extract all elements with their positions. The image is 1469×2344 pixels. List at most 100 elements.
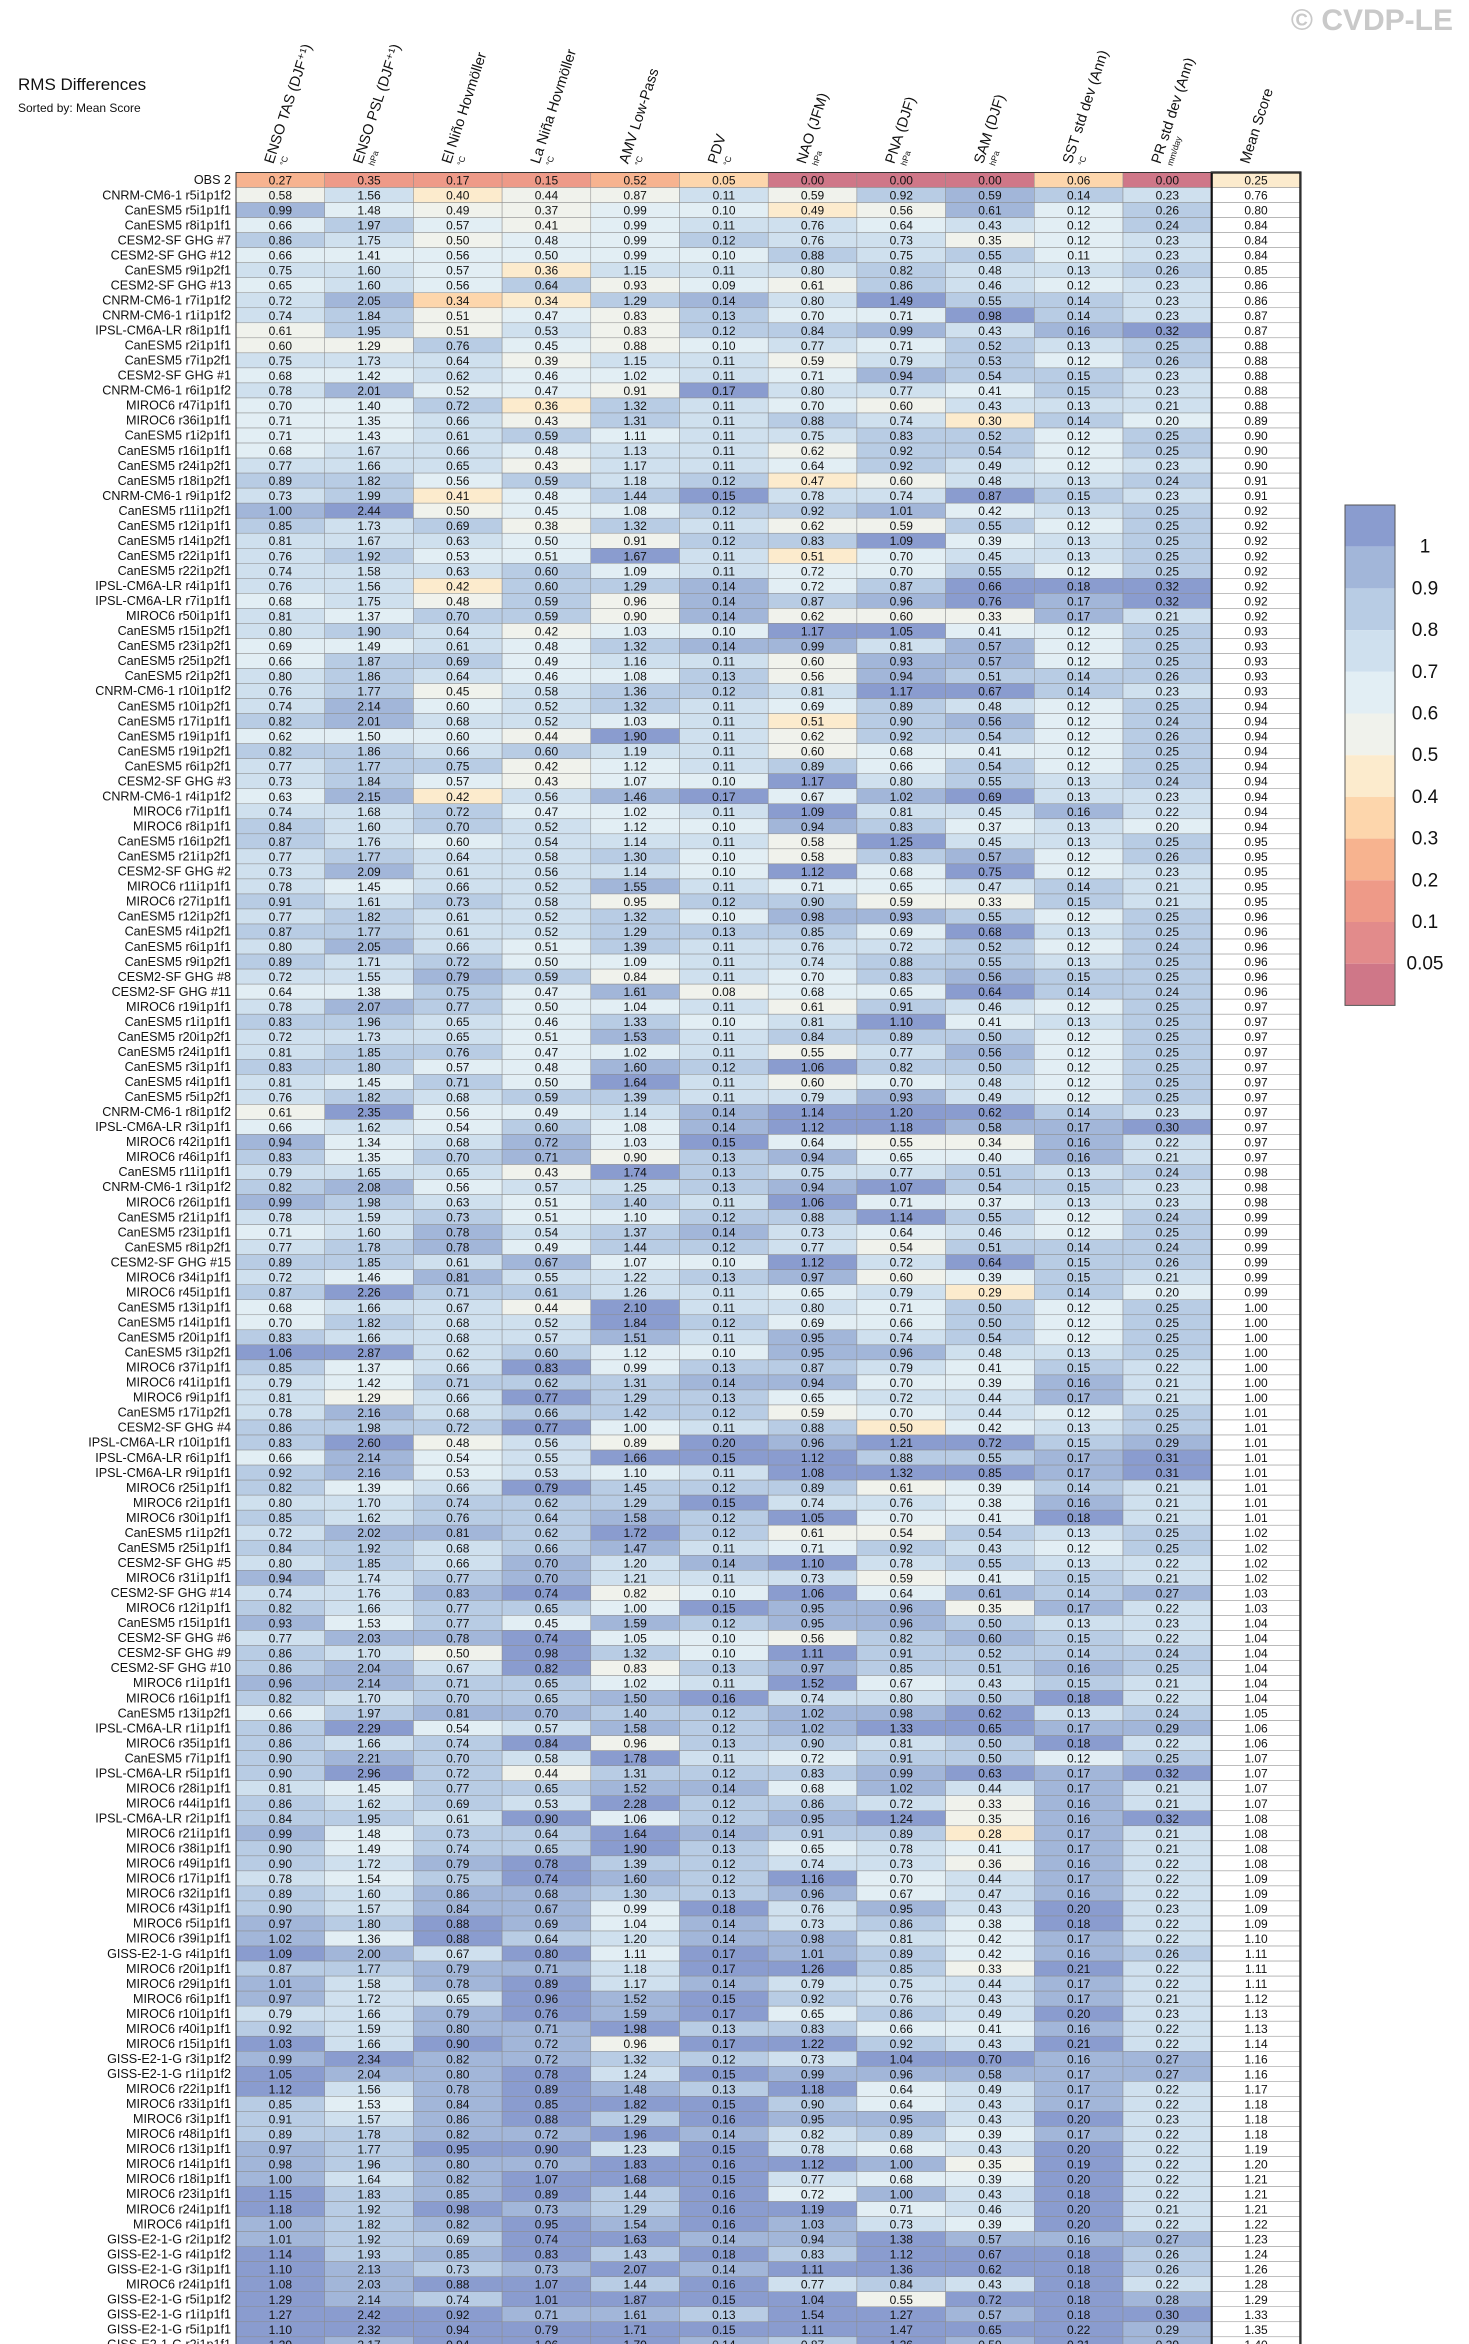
- row-label-miroc6-r33i1p1f1: MIROC6 r33i1p1f1: [126, 2097, 231, 2111]
- cell-value: 0.46: [535, 369, 559, 383]
- row-label-miroc6-r28i1p1f1: MIROC6 r28i1p1f1: [126, 1781, 231, 1795]
- cell-value: 1.06: [1244, 1722, 1268, 1736]
- cell-value: 1.09: [1244, 1917, 1268, 1931]
- cell-value: 0.71: [535, 1962, 559, 1976]
- cell-value: 0.36: [535, 399, 559, 413]
- cell-value: 1.01: [1244, 1511, 1268, 1525]
- cell-value: 0.14: [1067, 1286, 1091, 1300]
- cell-value: 0.12: [712, 1872, 736, 1886]
- cell-value: 0.22: [1156, 2082, 1180, 2096]
- row-label-miroc6-r43i1p1f1: MIROC6 r43i1p1f1: [126, 1902, 231, 1916]
- cell-value: 0.15: [1067, 1271, 1091, 1285]
- cell-value: 0.14: [1067, 294, 1091, 308]
- cell-value: 0.58: [535, 685, 559, 699]
- cell-value: 0.67: [978, 2248, 1002, 2262]
- cell-value: 1.84: [357, 775, 381, 789]
- cell-value: 1.74: [357, 1571, 381, 1585]
- cell-value: 0.13: [1067, 339, 1091, 353]
- cell-value: 0.96: [890, 2067, 914, 2081]
- cell-value: 1.17: [623, 1977, 647, 1991]
- cell-value: 0.11: [713, 1466, 736, 1480]
- cell-value: 0.12: [1067, 730, 1091, 744]
- cell-value: 1.33: [890, 1722, 914, 1736]
- cell-value: 0.84: [269, 1541, 293, 1555]
- cell-value: 0.43: [978, 2097, 1002, 2111]
- cell-value: 0.10: [712, 850, 736, 864]
- column-header-label: El Niño Hovmöller: [439, 50, 490, 165]
- cell-value: 0.70: [890, 1406, 914, 1420]
- cell-value: 1.04: [1244, 1616, 1268, 1630]
- cell-value: 0.14: [712, 1917, 736, 1931]
- cell-value: 0.80: [446, 2067, 470, 2081]
- cell-value: 1.07: [1244, 1767, 1268, 1781]
- cell-value: 0.29: [1156, 2323, 1180, 2337]
- cell-value: 0.42: [446, 790, 470, 804]
- cell-value: 0.71: [269, 414, 293, 428]
- cell-value: 0.96: [269, 1677, 293, 1691]
- cell-value: 0.72: [535, 1135, 559, 1149]
- cell-value: 0.51: [446, 309, 470, 323]
- cell-value: 0.77: [269, 459, 293, 473]
- cell-value: 0.82: [269, 715, 293, 729]
- cell-value: 0.72: [801, 1752, 825, 1766]
- cell-value: 2.17: [357, 2338, 381, 2344]
- cell-value: 1.09: [269, 1947, 293, 1961]
- cell-value: 0.13: [1067, 1616, 1091, 1630]
- cell-value: 0.16: [712, 1692, 736, 1706]
- cell-value: 0.26: [1156, 354, 1180, 368]
- cell-value: 1.54: [357, 1872, 381, 1886]
- cell-value: 0.61: [801, 1000, 825, 1014]
- cell-value: 0.55: [890, 1135, 914, 1149]
- cell-value: 1.66: [357, 1737, 381, 1751]
- cell-value: 1.15: [269, 2188, 293, 2202]
- cell-value: 0.16: [1067, 324, 1091, 338]
- cell-value: 0.23: [1156, 790, 1180, 804]
- cell-value: 0.51: [446, 324, 470, 338]
- cell-value: 0.10: [712, 1256, 736, 1270]
- cell-value: 0.81: [269, 1782, 293, 1796]
- row-label-miroc6-r2i1p1f1: MIROC6 r2i1p1f1: [133, 1496, 231, 1510]
- colorbar-tick-label: 0.7: [1412, 662, 1438, 683]
- cell-value: 0.41: [446, 489, 470, 503]
- row-label-giss-e2-1-g-r5i1p1f2: GISS-E2-1-G r5i1p1f2: [107, 2292, 231, 2306]
- cell-value: 1.86: [357, 745, 381, 759]
- cell-value: 1.04: [1244, 1692, 1268, 1706]
- cell-value: 0.73: [446, 1827, 470, 1841]
- cell-value: 0.44: [535, 1767, 559, 1781]
- cell-value: 0.88: [1244, 339, 1268, 353]
- cell-value: 0.59: [890, 895, 914, 909]
- cell-value: 1.96: [623, 2127, 647, 2141]
- cell-value: 0.20: [1067, 2112, 1091, 2126]
- cell-value: 0.22: [1156, 1631, 1180, 1645]
- cell-value: 0.38: [978, 1496, 1002, 1510]
- cell-value: 0.91: [269, 895, 293, 909]
- cell-value: 0.87: [801, 1361, 825, 1375]
- cell-value: 0.66: [446, 940, 470, 954]
- cell-value: 0.12: [712, 1316, 736, 1330]
- cell-value: 0.60: [890, 1271, 914, 1285]
- cell-value: 0.38: [535, 519, 559, 533]
- cell-value: 1.11: [624, 429, 647, 443]
- row-label-cesm2-sf-ghg-3: CESM2-SF GHG #3: [118, 774, 231, 788]
- cell-value: 0.89: [535, 1977, 559, 1991]
- cell-value: 0.70: [446, 820, 470, 834]
- cell-value: 0.89: [269, 1256, 293, 1270]
- cell-value: 1.32: [623, 399, 647, 413]
- cell-value: 0.49: [978, 459, 1002, 473]
- cell-value: 0.47: [535, 384, 559, 398]
- cell-value: 1.39: [623, 1857, 647, 1871]
- cell-value: 1.70: [357, 1496, 381, 1510]
- cell-value: 1.92: [357, 1541, 381, 1555]
- cell-value: 0.15: [1067, 369, 1091, 383]
- cell-value: 0.14: [712, 1556, 736, 1570]
- cell-value: 0.84: [1244, 219, 1268, 233]
- cell-value: 0.48: [446, 594, 470, 608]
- cell-value: 1.68: [357, 805, 381, 819]
- cell-value: 0.77: [269, 760, 293, 774]
- cell-value: 0.53: [446, 549, 470, 563]
- cell-value: 1.09: [623, 955, 647, 969]
- cell-value: 0.48: [446, 1436, 470, 1450]
- cell-value: 1.20: [623, 1556, 647, 1570]
- row-label-canesm5-r2i1p2f1: CanESM5 r2i1p2f1: [125, 669, 231, 683]
